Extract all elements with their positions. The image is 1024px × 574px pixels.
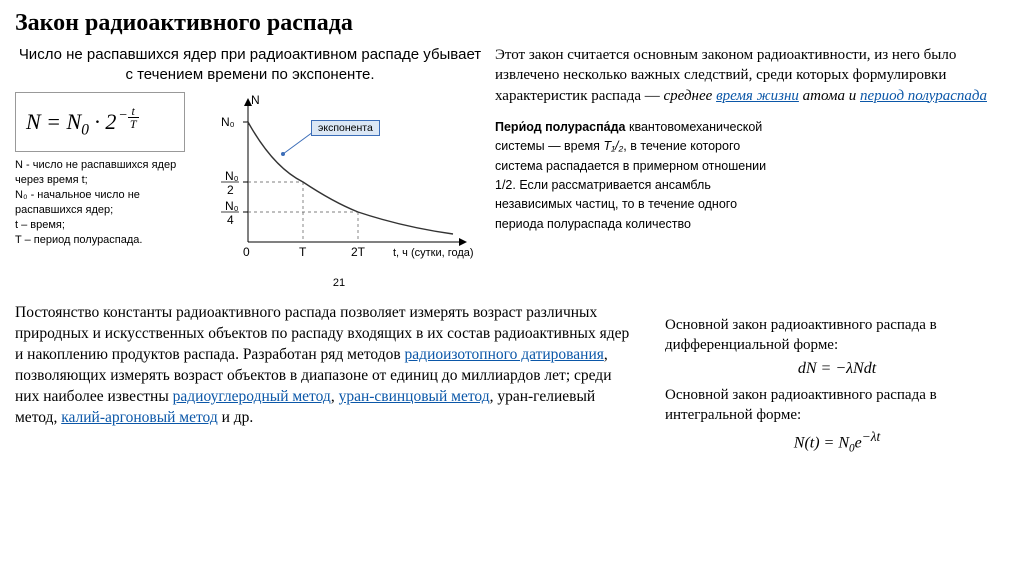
y-axis-label: N — [251, 93, 260, 107]
half-life-symbol: T₁/₂ — [603, 139, 623, 153]
page-title: Закон радиоактивного распада — [15, 10, 1009, 37]
exponent-badge: экспонента — [311, 120, 380, 136]
chart-caption: 21 — [193, 277, 485, 289]
eq-diff-label: Основной закон радиоактивного распада в … — [665, 315, 1009, 356]
bp-end: и др. — [218, 409, 254, 426]
link-halflife[interactable]: период полураспада — [860, 88, 987, 104]
bp-sep1: , — [331, 388, 339, 405]
formula-chart-row: N = N0 · 2 −tT N - число не распавшихся … — [15, 92, 485, 289]
svg-text:0: 0 — [243, 245, 250, 259]
formula-exponent: −tT — [118, 105, 138, 130]
link-radiocarbon[interactable]: радиоуглеродный метод — [173, 388, 331, 405]
svg-text:2: 2 — [227, 183, 234, 197]
intro-mid: атома и — [799, 88, 860, 104]
eq-int: N(t) = N0e−λt — [665, 428, 1009, 457]
formula-block: N = N0 · 2 −tT N - число не распавшихся … — [15, 92, 185, 248]
formula-legend: N - число не распавшихся ядер через врем… — [15, 158, 185, 247]
eq-diff: dN = −λNdt — [665, 358, 1009, 380]
link-uran-lead[interactable]: уран-свинцовый метод — [339, 388, 490, 405]
equations-block: Основной закон радиоактивного распада в … — [635, 303, 1009, 462]
half-life-title: Пери́од полураспа́да — [495, 120, 626, 134]
exp-bot: T — [128, 118, 139, 130]
svg-text:2T: 2T — [351, 245, 366, 259]
half-life-box: Пери́од полураспа́да квантовомеханическо… — [495, 118, 775, 234]
left-column: Число не распавшихся ядер при радиоактив… — [15, 45, 485, 289]
chart-block: N N₀ N₀ 2 N₀ 4 — [193, 92, 485, 289]
decay-chart: N N₀ N₀ 2 N₀ 4 — [193, 92, 483, 272]
link-k-ar[interactable]: калий-аргоновый метод — [61, 409, 218, 426]
formula-box: N = N0 · 2 −tT — [15, 92, 185, 152]
svg-text:N₀: N₀ — [225, 199, 239, 213]
eq-int-label: Основной закон радиоактивного распада в … — [665, 385, 1009, 426]
svg-text:4: 4 — [227, 213, 234, 227]
intro-italic: среднее — [664, 88, 717, 104]
left-subtitle: Число не распавшихся ядер при радиоактив… — [15, 45, 485, 84]
svg-text:N₀: N₀ — [221, 115, 235, 129]
svg-text:T: T — [299, 245, 307, 259]
svg-text:N₀: N₀ — [225, 169, 239, 183]
right-column: Этот закон считается основным законом ра… — [485, 45, 1009, 234]
link-lifetime[interactable]: время жизни — [716, 88, 799, 104]
bottom-left-text: Постоянство константы радиоактивного рас… — [15, 303, 635, 429]
link-dating[interactable]: радиоизотопного датирования — [405, 346, 604, 363]
intro-text: Этот закон считается основным законом ра… — [495, 45, 1009, 106]
top-row: Число не распавшихся ядер при радиоактив… — [15, 45, 1009, 289]
formula-base: N = N0 · 2 — [26, 109, 116, 134]
exp-minus: − — [118, 108, 127, 123]
bottom-row: Постоянство константы радиоактивного рас… — [15, 303, 1009, 462]
x-axis-label: t, ч (сутки, года) — [393, 247, 474, 259]
